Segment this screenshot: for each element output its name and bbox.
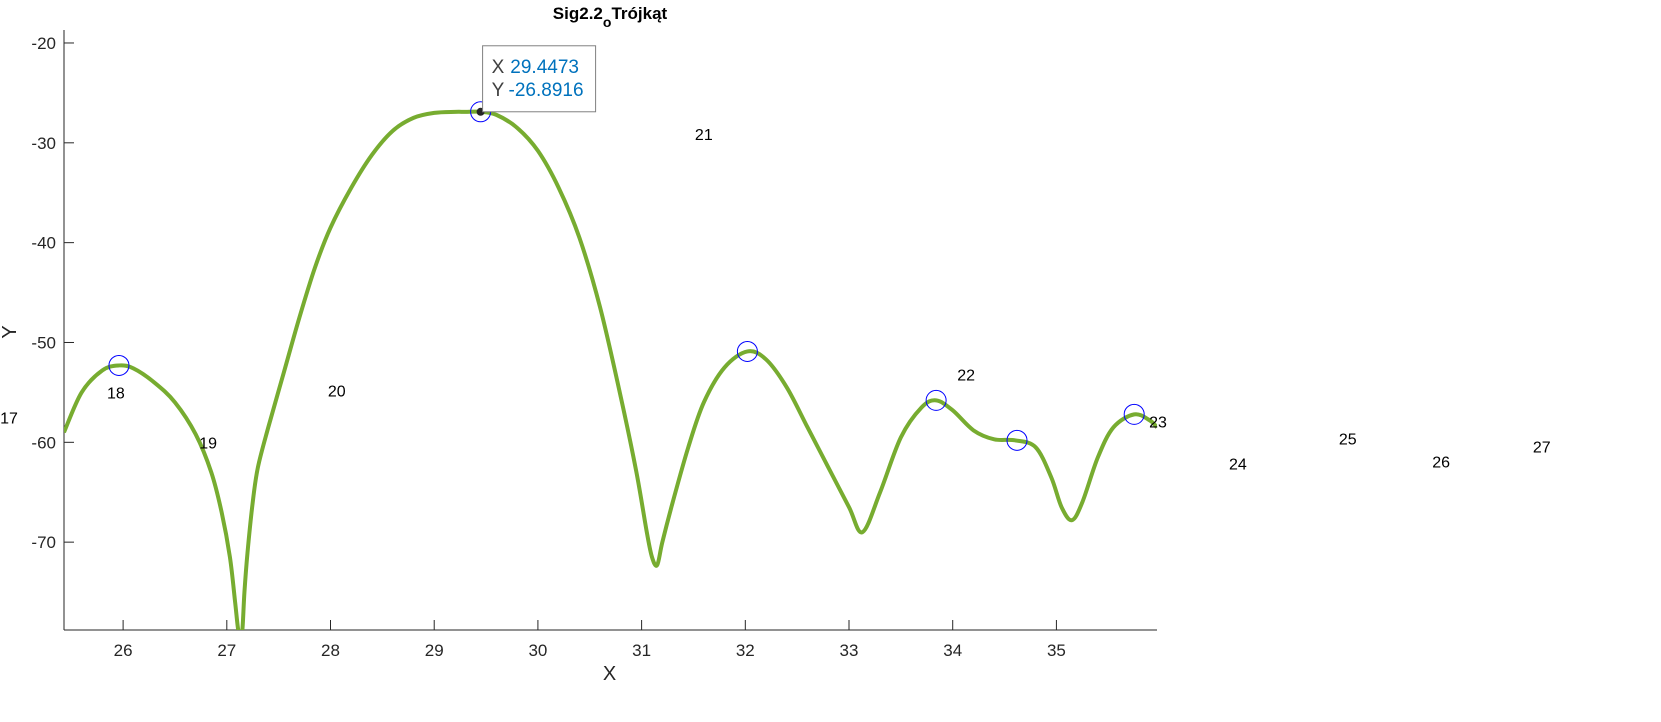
x-tick-label: 34	[943, 641, 962, 660]
x-tick-label: 28	[321, 641, 340, 660]
y-tick-label: -40	[31, 234, 56, 253]
peak-marker	[736, 340, 758, 362]
peak-marker	[1123, 403, 1145, 425]
datatip-y-value: -26.8916	[509, 80, 584, 101]
point-label: 18	[107, 385, 125, 402]
y-tick-label: -60	[31, 433, 56, 452]
datatip-y-row: Y -26.8916	[492, 80, 584, 101]
point-label: 23	[1149, 414, 1167, 431]
datatip-x-value: 29.4473	[510, 57, 579, 78]
point-label: 27	[1533, 439, 1551, 456]
x-tick-label: 27	[217, 641, 236, 660]
markers-layer	[108, 101, 1145, 451]
point-label: 25	[1339, 431, 1357, 448]
point-label: 21	[695, 127, 713, 144]
x-tick-label: 29	[425, 641, 444, 660]
peak-marker	[108, 354, 130, 376]
y-tick-label: -50	[31, 333, 56, 352]
series-layer	[64, 109, 1157, 630]
title-rest: Trójkąt	[611, 4, 667, 23]
chart-title: Sig2.2oTrójkąt	[553, 4, 668, 30]
title-subscript: o	[603, 14, 612, 30]
datatip-x-label: X	[492, 57, 505, 78]
y-tick-label: -30	[31, 134, 56, 153]
datatip-x-row: X 29.4473	[492, 57, 579, 78]
datatip-box	[482, 45, 597, 113]
y-tick-label: -70	[31, 533, 56, 552]
series-line	[64, 109, 1157, 630]
point-label: 24	[1229, 456, 1247, 473]
point-label: 26	[1432, 454, 1450, 471]
peak-marker	[1006, 429, 1028, 451]
x-tick-label: 30	[528, 641, 547, 660]
x-tick-label: 32	[736, 641, 755, 660]
title-main: Sig2.2	[553, 4, 603, 23]
peak-marker	[925, 389, 947, 411]
x-axis-label: X	[603, 663, 616, 685]
x-tick-label: 31	[632, 641, 651, 660]
x-tick-label: 35	[1047, 641, 1066, 660]
y-tick-label: -20	[31, 34, 56, 53]
datatip-y-label: Y	[492, 80, 505, 101]
x-tick-label: 26	[114, 641, 133, 660]
axes: 26 27 28 29 30 31 32 33 34 35-20-30-40-50-60-70XY…	[0, 4, 1157, 685]
x-tick-label: 33	[840, 641, 859, 660]
point-label: 19	[199, 435, 217, 452]
point-label: 17	[0, 410, 18, 427]
point-label: 22	[957, 367, 975, 384]
point-label: 20	[328, 383, 346, 400]
point-labels-layer: 17 18 19 20 21 22 23 24 25 26 27	[0, 127, 1551, 473]
y-axis-label: Y	[0, 325, 21, 338]
